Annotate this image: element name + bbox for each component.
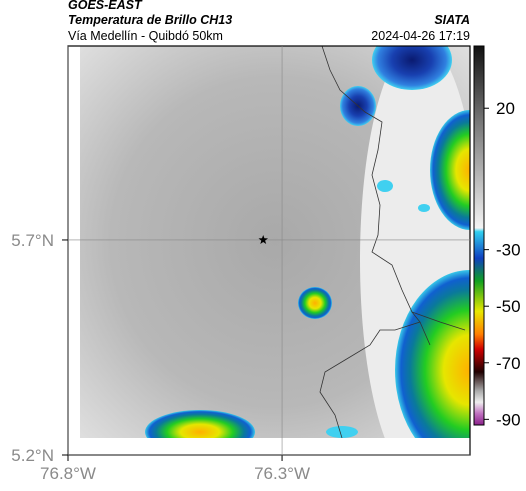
- colorbar: [473, 45, 485, 426]
- satellite-image: [80, 46, 470, 438]
- x-tick-label: 76.3°W: [254, 464, 310, 483]
- product: Temperatura de Brillo CH13: [68, 13, 232, 27]
- colorbar-tick-label: 20: [496, 99, 515, 118]
- colorbar-tick-label: -90: [496, 410, 521, 429]
- route: Vía Medellín - Quibdó 50km: [68, 29, 223, 43]
- datetime: 2024-04-26 17:19: [371, 29, 470, 43]
- x-tick-label: 76.8°W: [40, 464, 96, 483]
- y-tick-label: 5.7°N: [11, 231, 54, 250]
- satellite: GOES-EAST: [68, 0, 143, 12]
- colorbar-tick-label: -50: [496, 297, 521, 316]
- y-tick-label: 5.2°N: [11, 446, 54, 465]
- agency: SIATA: [434, 13, 470, 27]
- location-marker: [258, 235, 268, 244]
- colorbar-tick-label: -30: [496, 241, 521, 260]
- colorbar-tick-label: -70: [496, 354, 521, 373]
